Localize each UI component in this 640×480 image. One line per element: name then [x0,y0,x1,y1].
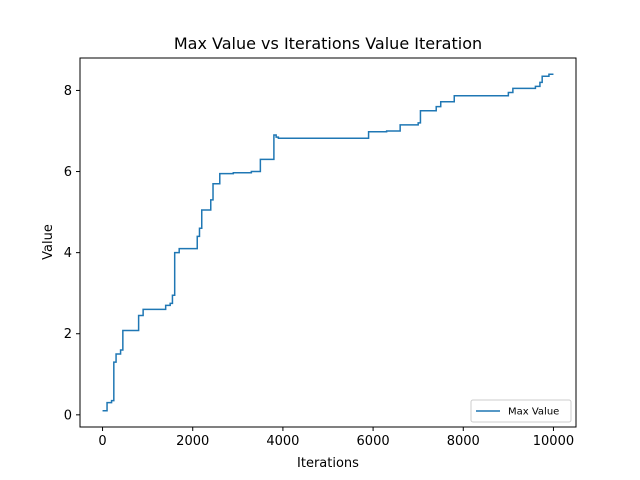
x-tick-label: 4000 [266,434,299,449]
legend-label: Max Value [508,407,559,418]
legend: Max Value [470,399,572,423]
y-tick-label: 0 [64,408,72,423]
y-tick-label: 6 [64,165,72,180]
y-axis-ticks: 0 2 4 6 8 [64,84,80,423]
legend-box [470,399,572,423]
y-axis-label: Value [41,224,56,260]
x-tick-label: 6000 [357,434,390,449]
series-line-max-value [102,73,554,412]
x-tick-label: 0 [98,434,106,449]
x-axis-ticks: 0 2000 4000 6000 8000 10000 [98,427,574,449]
series-layer [102,73,554,412]
y-tick-label: 2 [64,327,72,342]
x-tick-label: 8000 [447,434,480,449]
x-tick-label: 10000 [533,434,574,449]
chart-title: Max Value vs Iterations Value Iteration [174,34,482,53]
x-axis-label: Iterations [297,456,359,471]
x-tick-label: 2000 [176,434,209,449]
y-tick-label: 4 [64,246,72,261]
y-tick-label: 8 [64,84,72,99]
axes-frame [79,57,577,428]
